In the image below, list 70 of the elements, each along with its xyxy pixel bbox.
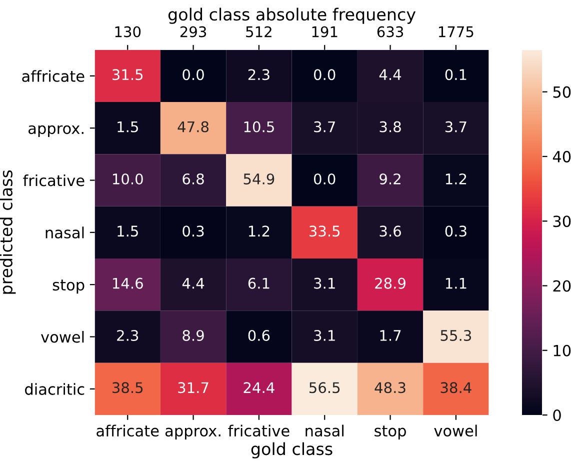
- data-label: 38.4: [440, 382, 472, 394]
- data-label: 0.0: [314, 69, 336, 80]
- data-label: 0.0: [182, 69, 204, 80]
- data-label: 1.2: [248, 226, 270, 236]
- data-label: 33.5: [309, 226, 340, 237]
- y-tick-label: fricative: [23, 174, 84, 186]
- data-label: 31.7: [178, 382, 208, 394]
- text: 293: [180, 26, 206, 38]
- data-label: 1.7: [380, 330, 401, 341]
- y-tick-label: vowel: [40, 330, 84, 343]
- color-bar-label: 40: [552, 150, 571, 162]
- data-label: 1.5: [118, 121, 138, 132]
- data-label: 0.1: [445, 69, 466, 80]
- x-tick-label: nasal: [306, 424, 344, 437]
- data-label: 28.9: [375, 278, 406, 289]
- x-tick-label: stop: [374, 426, 406, 440]
- data-label: 1.5: [118, 226, 138, 237]
- data-label: 47.8: [178, 121, 209, 132]
- data-label: 48.3: [374, 382, 406, 394]
- data-label: 0.6: [248, 330, 270, 341]
- data-label: 3.7: [445, 121, 466, 132]
- data-label: 6.8: [182, 173, 204, 184]
- data-label: 0.0: [314, 173, 336, 184]
- data-label: 4.4: [182, 278, 204, 289]
- color-bar-label: 20: [553, 280, 571, 292]
- data-label: 6.1: [248, 278, 270, 289]
- data-label: 10.0: [112, 173, 143, 184]
- y-axis-title: predicted class: [0, 170, 16, 294]
- data-label: 55.3: [440, 330, 472, 341]
- data-label: 38.5: [112, 382, 143, 394]
- data-label: 24.4: [244, 382, 274, 393]
- text: 512: [246, 26, 272, 38]
- data-label: 3.8: [380, 121, 401, 132]
- data-label: 3.6: [380, 226, 401, 237]
- color-bar-label: 30: [553, 216, 571, 228]
- x-axis-title: gold class: [251, 442, 332, 458]
- data-label: 0.3: [445, 226, 466, 237]
- data-label: 0.3: [182, 226, 204, 237]
- x-tick-label: approx.: [165, 428, 220, 440]
- data-label: 3.7: [314, 121, 335, 132]
- y-tick-label: affricate: [22, 70, 84, 82]
- x-tick-label: affricate: [96, 424, 159, 437]
- color-bar-label: 50: [553, 86, 571, 98]
- data-label: 56.5: [310, 382, 340, 394]
- x2-axis-title: gold class absolute frequency: [168, 8, 416, 24]
- data-label: 31.5: [112, 69, 143, 80]
- text: 633: [377, 26, 404, 38]
- color-bar-label: 10: [554, 344, 571, 356]
- x-tick-label: fricative: [228, 424, 290, 437]
- data-label: 10.5: [244, 121, 274, 132]
- data-label: 9.2: [380, 173, 400, 184]
- text: 191: [312, 26, 338, 38]
- text: 1775: [438, 26, 474, 38]
- x-tick-label: vowel: [434, 424, 477, 437]
- data-label: 2.3: [117, 330, 138, 341]
- text: 130: [115, 26, 141, 38]
- data-label: 14.6: [112, 278, 143, 289]
- data-label: 54.9: [244, 173, 274, 184]
- data-label: 1.1: [446, 278, 466, 289]
- data-label: 8.9: [182, 330, 204, 341]
- data-label: 4.4: [379, 69, 402, 80]
- y-tick-label: diacritic: [25, 383, 84, 395]
- data-label: 3.1: [314, 330, 335, 341]
- y-tick-label: stop: [52, 280, 84, 294]
- data-label: 1.2: [446, 173, 466, 184]
- y-tick-label: nasal: [46, 226, 84, 238]
- data-label: 3.1: [314, 278, 335, 289]
- color-bar-label: 0: [553, 409, 561, 422]
- y-tick-label: approx.: [28, 125, 84, 138]
- data-label: 2.3: [248, 69, 270, 80]
